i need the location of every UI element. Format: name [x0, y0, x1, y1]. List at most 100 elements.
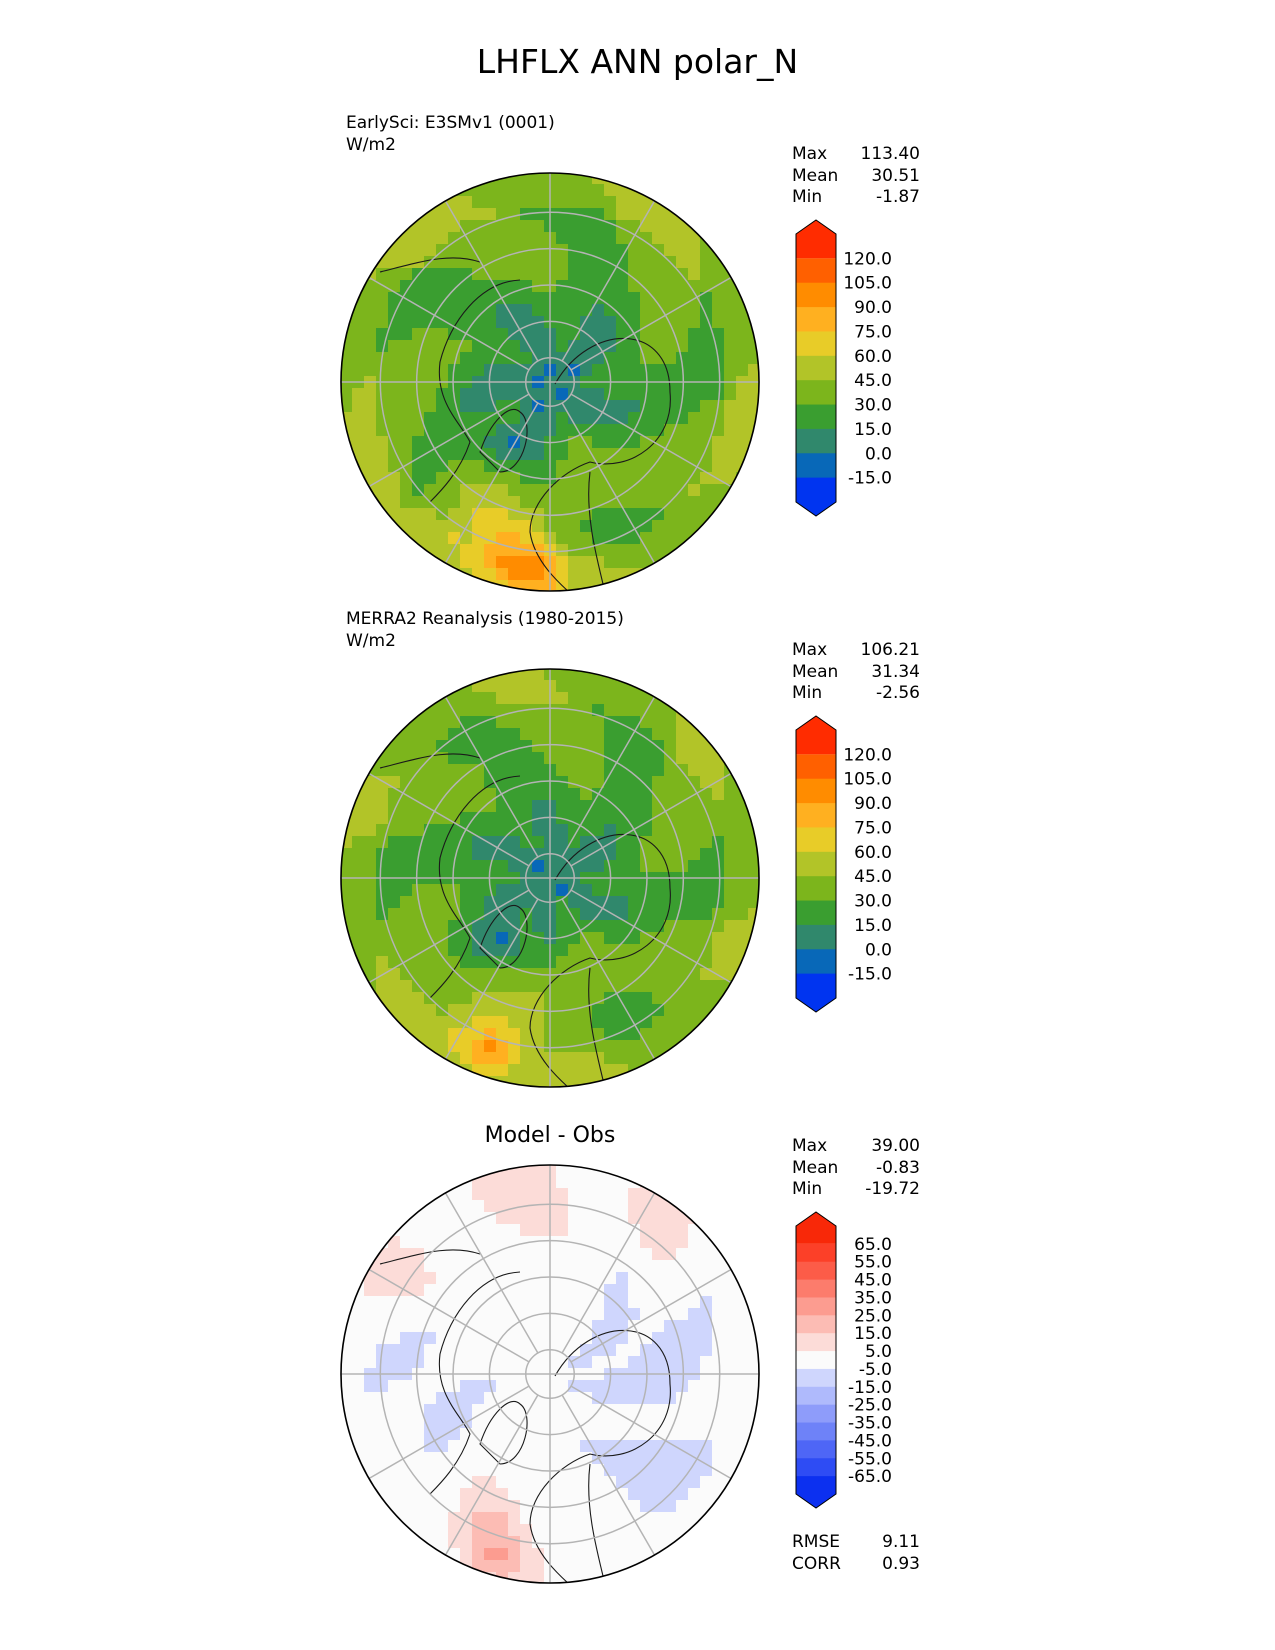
field-cell: [436, 400, 449, 413]
field-cell: [700, 280, 713, 293]
field-cell: [508, 1040, 521, 1053]
field-cell: [472, 1224, 485, 1237]
field-cell: [364, 424, 377, 437]
field-cell: [568, 496, 581, 509]
panel-subtitle: EarlySci: E3SMv1 (0001): [346, 113, 555, 133]
field-cell: [688, 1392, 701, 1405]
field-cell: [592, 244, 605, 257]
field-cell: [364, 1272, 377, 1285]
field-cell: [496, 1536, 509, 1549]
field-cell: [664, 980, 677, 993]
field-cell: [496, 1028, 509, 1041]
field-cell: [400, 1248, 413, 1261]
field-cell: [724, 412, 737, 425]
field-cell: [376, 1296, 389, 1309]
field-cell: [424, 1344, 437, 1357]
field-cell: [652, 1356, 665, 1369]
field-cell: [700, 1500, 713, 1513]
field-cell: [436, 316, 449, 329]
field-cell: [436, 920, 449, 933]
field-cell: [652, 1536, 665, 1549]
field-cell: [664, 812, 677, 825]
field-cell: [700, 908, 713, 921]
graticule: [341, 173, 759, 591]
field-cell: [460, 412, 473, 425]
field-cell: [472, 848, 485, 861]
field-cell: [532, 1284, 545, 1297]
field-cell: [700, 1488, 713, 1501]
field-cell: [592, 824, 605, 837]
field-cell: [640, 1452, 653, 1465]
field-cell: [688, 364, 701, 377]
field-cell: [388, 268, 401, 281]
field-cell: [364, 364, 377, 377]
field-cell: [388, 508, 401, 521]
field-cell: [736, 956, 749, 969]
field-cell: [472, 1392, 485, 1405]
field-cell: [748, 860, 759, 873]
field-cell: [616, 556, 629, 569]
field-cell: [640, 1500, 653, 1513]
field-cell: [676, 1320, 689, 1333]
field-cell: [520, 1284, 533, 1297]
meridian-line: [570, 1385, 732, 1480]
field-cell: [700, 448, 713, 461]
field-cell: [676, 740, 689, 753]
field-cell: [604, 740, 617, 753]
field-cell: [640, 1212, 653, 1225]
field-cell: [652, 1296, 665, 1309]
meridian-line: [444, 1394, 539, 1556]
field-cell: [628, 704, 641, 717]
field-cell: [688, 1476, 701, 1489]
field-cell: [388, 1356, 401, 1369]
field-cell: [400, 836, 413, 849]
field-cell: [448, 692, 461, 705]
field-cell: [508, 980, 521, 993]
field-cell: [532, 669, 545, 681]
field-cell: [568, 1212, 581, 1225]
field-cell: [400, 944, 413, 957]
colorbar-tick-label: 120.0: [843, 745, 892, 765]
field-cell: [400, 1272, 413, 1285]
field-cell: [556, 436, 569, 449]
field-cell: [628, 1500, 641, 1513]
field-cell: [388, 968, 401, 981]
field-cell: [592, 1004, 605, 1017]
field-cell: [652, 1464, 665, 1477]
field-cell: [700, 484, 713, 497]
field-cell: [700, 1356, 713, 1369]
field-cell: [556, 412, 569, 425]
field-cell: [472, 436, 485, 449]
field-cell: [424, 1356, 437, 1369]
field-cell: [628, 1344, 641, 1357]
field-cell: [700, 764, 713, 777]
field-cell: [472, 824, 485, 837]
field-cell: [520, 992, 533, 1005]
field-cell: [640, 1248, 653, 1261]
field-cell: [568, 1476, 581, 1489]
field-cell: [508, 944, 521, 957]
field-cell: [652, 704, 665, 717]
field-cell: [712, 1320, 725, 1333]
field-cell: [436, 1524, 449, 1537]
field-cell: [424, 1380, 437, 1393]
field-cell: [388, 1380, 401, 1393]
field-cell: [568, 920, 581, 933]
field-cell: [724, 836, 737, 849]
field-cell: [748, 388, 759, 401]
field-cell: [556, 1320, 569, 1333]
field-cell: [736, 1404, 749, 1417]
field-cell: [460, 448, 473, 461]
field-cell: [496, 692, 509, 705]
field-cell: [556, 208, 569, 221]
field-cell: [640, 800, 653, 813]
field-cell: [412, 208, 425, 221]
field-cell: [376, 920, 389, 933]
field-cell: [412, 1284, 425, 1297]
field-cell: [556, 692, 569, 705]
field-cell: [448, 1524, 461, 1537]
field-cell: [556, 1404, 569, 1417]
field-cell: [604, 1224, 617, 1237]
field-cell: [436, 1016, 449, 1029]
field-cell: [532, 740, 545, 753]
